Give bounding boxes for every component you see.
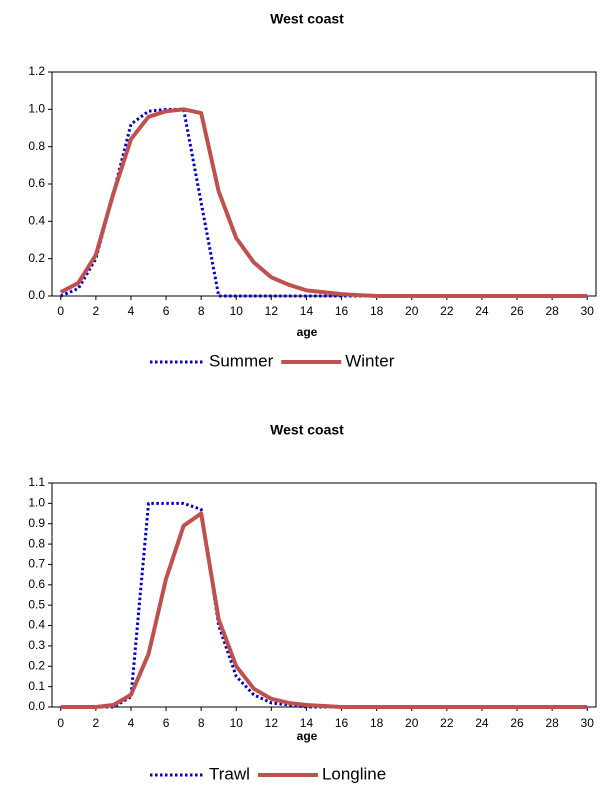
x-tick-label: 22 bbox=[440, 716, 454, 730]
y-tick-label: 0.9 bbox=[28, 516, 45, 530]
x-tick-label: 22 bbox=[440, 304, 454, 318]
x-axis-title: age bbox=[297, 325, 318, 339]
y-tick-label: 0.0 bbox=[28, 699, 45, 713]
x-tick-label: 4 bbox=[128, 716, 135, 730]
x-tick-label: 8 bbox=[198, 716, 205, 730]
x-tick-label: 30 bbox=[581, 304, 595, 318]
x-axis-title: age bbox=[297, 729, 318, 743]
x-tick-label: 20 bbox=[405, 304, 419, 318]
x-tick-label: 12 bbox=[265, 716, 279, 730]
y-tick-label: 0.2 bbox=[28, 658, 45, 672]
y-tick-label: 0.4 bbox=[28, 618, 45, 632]
x-tick-label: 30 bbox=[581, 716, 595, 730]
series-line bbox=[59, 107, 588, 298]
legend-label: Summer bbox=[209, 351, 274, 370]
legend-label: Trawl bbox=[209, 764, 250, 783]
legend-label: Winter bbox=[345, 351, 394, 370]
y-tick-label: 0.8 bbox=[28, 139, 45, 153]
x-tick-label: 14 bbox=[300, 716, 314, 730]
y-tick-label: 0.8 bbox=[28, 536, 45, 550]
x-tick-label: 16 bbox=[335, 304, 349, 318]
x-tick-label: 6 bbox=[163, 304, 170, 318]
chart-title: West coast bbox=[270, 422, 344, 438]
y-tick-label: 1.1 bbox=[28, 475, 45, 489]
x-tick-label: 20 bbox=[405, 716, 419, 730]
y-tick-label: 1.2 bbox=[28, 64, 45, 78]
legend: Summer Winter bbox=[150, 351, 395, 370]
x-tick-label: 2 bbox=[93, 716, 100, 730]
x-tick-label: 14 bbox=[300, 304, 314, 318]
y-tick-label: 0.5 bbox=[28, 597, 45, 611]
x-tick-label: 28 bbox=[545, 304, 559, 318]
chart-title: West coast bbox=[270, 11, 344, 27]
x-tick-label: 8 bbox=[198, 304, 205, 318]
y-tick-label: 0.6 bbox=[28, 176, 45, 190]
y-tick-label: 0.1 bbox=[28, 679, 45, 693]
x-tick-label: 26 bbox=[510, 716, 524, 730]
y-tick-label: 1.0 bbox=[28, 496, 45, 510]
legend-label: Longline bbox=[322, 764, 386, 783]
x-tick-label: 0 bbox=[57, 304, 64, 318]
y-tick-label: 1.0 bbox=[28, 102, 45, 116]
y-tick-label: 0.7 bbox=[28, 557, 45, 571]
series-line bbox=[60, 511, 588, 709]
x-tick-label: 16 bbox=[335, 716, 349, 730]
x-tick-label: 0 bbox=[57, 716, 64, 730]
x-tick-label: 12 bbox=[265, 304, 279, 318]
x-tick-label: 2 bbox=[93, 304, 100, 318]
y-tick-label: 0.3 bbox=[28, 638, 45, 652]
legend: Trawl Longline bbox=[150, 764, 386, 783]
x-tick-label: 18 bbox=[370, 716, 384, 730]
plot-frame bbox=[51, 71, 597, 297]
x-tick-label: 18 bbox=[370, 304, 384, 318]
x-tick-label: 24 bbox=[475, 304, 489, 318]
x-tick-label: 10 bbox=[230, 304, 244, 318]
series-line bbox=[60, 107, 588, 298]
x-tick-label: 10 bbox=[230, 716, 244, 730]
x-tick-label: 24 bbox=[475, 716, 489, 730]
y-tick-label: 0.2 bbox=[28, 251, 45, 265]
x-tick-label: 26 bbox=[510, 304, 524, 318]
x-tick-label: 4 bbox=[128, 304, 135, 318]
y-tick-label: 0.4 bbox=[28, 214, 45, 228]
x-tick-label: 6 bbox=[163, 716, 170, 730]
y-tick-label: 0.6 bbox=[28, 577, 45, 591]
y-tick-label: 0.0 bbox=[28, 288, 45, 302]
x-tick-label: 28 bbox=[545, 716, 559, 730]
